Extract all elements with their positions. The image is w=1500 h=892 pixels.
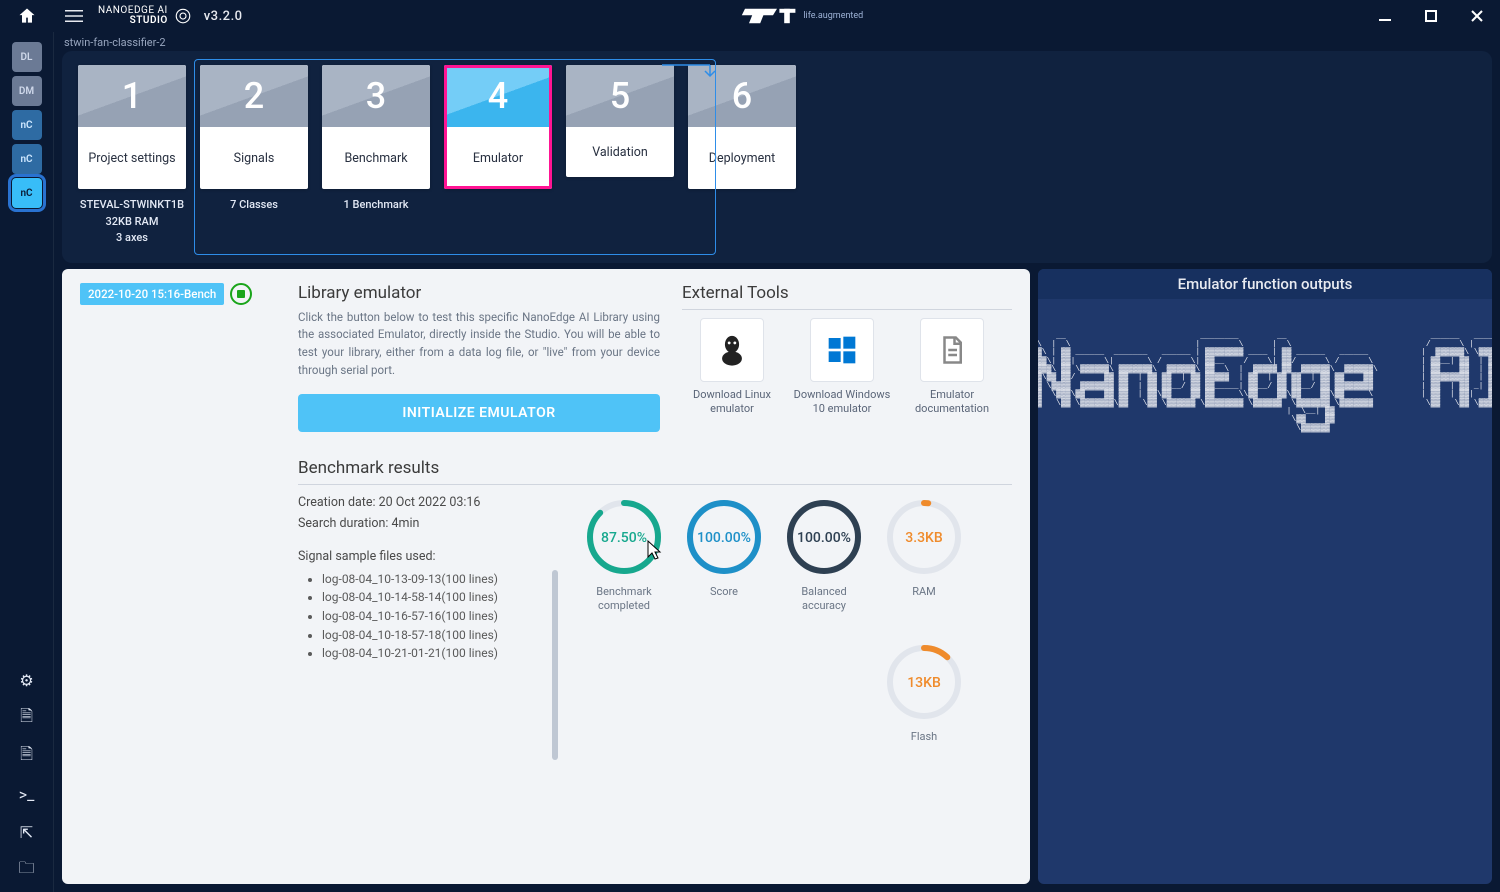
step-4[interactable]: 4Emulator <box>444 65 552 247</box>
menu-icon[interactable] <box>54 7 94 25</box>
creation-date: Creation date: 20 Oct 2022 03:16 <box>298 495 558 510</box>
emulator-output-panel: Emulator function outputs __ __ ________… <box>1038 269 1492 885</box>
external-tools-title: External Tools <box>682 283 1012 303</box>
gauge-benchmark-completed: 87.50%Benchmark completed <box>578 495 670 629</box>
emulator-docs[interactable]: Emulator documentation <box>902 318 1002 418</box>
svg-text:100.00%: 100.00% <box>697 530 751 546</box>
files-used-title: Signal sample files used: <box>298 549 558 564</box>
gauge-flash: 13KBFlash <box>878 640 970 759</box>
file-item: log-08-04_10-14-58-14(100 lines) <box>322 588 558 607</box>
doc-icon[interactable]: 🗎 <box>10 740 44 772</box>
gauge-balanced-accuracy: 100.00%Balanced accuracy <box>778 495 870 629</box>
folder-icon[interactable]: 🗀 <box>10 854 44 886</box>
library-emulator-desc: Click the button below to test this spec… <box>298 309 660 380</box>
version: v3.2.0 <box>204 9 243 24</box>
file-item: log-08-04_10-21-01-21(100 lines) <box>322 644 558 663</box>
download-linux-icon <box>700 318 764 382</box>
svg-text:100.00%: 100.00% <box>797 530 851 546</box>
brand: NANOEDGE AI STUDIO v3.2.0 <box>98 6 243 26</box>
svg-text:87.50%: 87.50% <box>601 530 647 546</box>
sidebar-item-nc3[interactable]: nC <box>12 178 42 208</box>
file-item: log-08-04_10-16-57-16(100 lines) <box>322 607 558 626</box>
settings-icon[interactable]: ⚙ <box>10 664 44 696</box>
gauge-score: 100.00%Score <box>678 495 770 629</box>
svg-text:3.3KB: 3.3KB <box>905 530 943 546</box>
download-linux[interactable]: Download Linux emulator <box>682 318 782 418</box>
emulator-output-title: Emulator function outputs <box>1038 269 1492 299</box>
sidebar-item-dl[interactable]: DL <box>12 42 42 72</box>
close-button[interactable] <box>1454 0 1500 32</box>
terminal-icon[interactable]: >_ <box>10 778 44 810</box>
sidebar-item-nc1[interactable]: nC <box>12 110 42 140</box>
download-windows-icon <box>810 318 874 382</box>
step-2[interactable]: 2Signals7 Classes <box>200 65 308 247</box>
search-doc-icon[interactable]: 🗎 <box>10 702 44 734</box>
maximize-button[interactable] <box>1408 0 1454 32</box>
emulator-docs-icon <box>920 318 984 382</box>
sidebar-item-dm[interactable]: DM <box>12 76 42 106</box>
file-item: log-08-04_10-18-57-18(100 lines) <box>322 626 558 645</box>
titlebar: NANOEDGE AI STUDIO v3.2.0 life.augmented <box>0 0 1500 32</box>
library-emulator-title: Library emulator <box>298 283 660 303</box>
st-logo: life.augmented <box>243 6 1362 26</box>
sidebar: DL DM nC nC nC ⚙ 🗎 🗎 >_ ⇱ 🗀 <box>0 32 54 892</box>
step-3[interactable]: 3Benchmark1 Benchmark <box>322 65 430 247</box>
main-panel: 2022-10-20 15:16-Bench Library emulator … <box>62 269 1030 885</box>
benchmark-results-title: Benchmark results <box>298 458 1012 478</box>
gauge-ram: 3.3KBRAM <box>878 495 970 629</box>
minimize-button[interactable] <box>1362 0 1408 32</box>
brand-line2: STUDIO <box>98 16 168 26</box>
svg-text:13KB: 13KB <box>907 675 941 691</box>
files-scrollbar[interactable] <box>552 570 558 760</box>
sidebar-item-nc2[interactable]: nC <box>12 144 42 174</box>
stop-record-button[interactable] <box>230 283 252 305</box>
files-list: log-08-04_10-13-09-13(100 lines)log-08-0… <box>298 570 558 663</box>
step-6[interactable]: 6Deployment <box>688 65 796 247</box>
step-1[interactable]: 1Project settingsSTEVAL-STWINKT1B32KB RA… <box>78 65 186 247</box>
home-icon[interactable] <box>0 6 54 26</box>
export-icon[interactable]: ⇱ <box>10 816 44 848</box>
ascii-banner: __ __ ________ __ ______ ______ | \ | \ … <box>1038 299 1492 885</box>
download-windows[interactable]: Download Windows 10 emulator <box>792 318 892 418</box>
step-5[interactable]: 5Validation <box>566 65 674 247</box>
breadcrumb: stwin-fan-classifier-2 <box>54 32 1500 51</box>
search-duration: Search duration: 4min <box>298 516 558 531</box>
st-tagline: life.augmented <box>803 11 863 21</box>
stepper: 1Project settingsSTEVAL-STWINKT1B32KB RA… <box>62 51 1492 263</box>
benchmark-chip[interactable]: 2022-10-20 15:16-Bench <box>80 283 224 305</box>
initialize-emulator-button[interactable]: INITIALIZE EMULATOR <box>298 394 660 432</box>
file-item: log-08-04_10-13-09-13(100 lines) <box>322 570 558 589</box>
